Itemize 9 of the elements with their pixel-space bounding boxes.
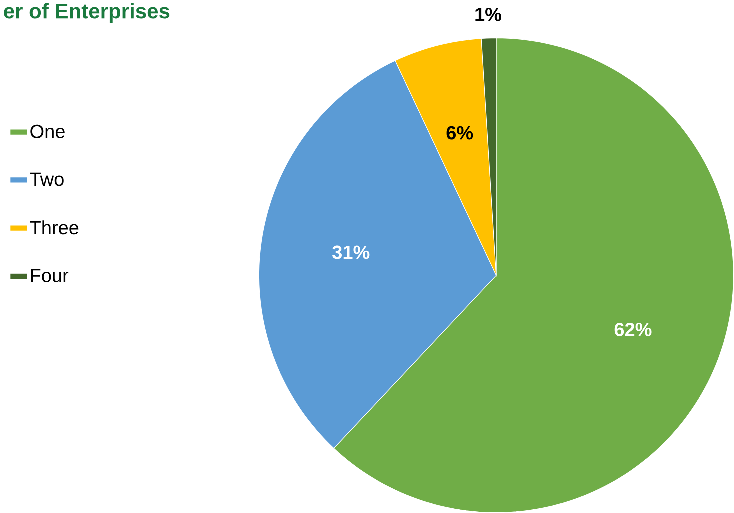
legend-label: Four: [31, 269, 69, 282]
legend-label: One: [30, 124, 65, 138]
legend-label: Two: [30, 172, 64, 186]
data-label: 62%: [614, 322, 652, 336]
data-label: 31%: [332, 246, 370, 260]
data-label: 1%: [476, 8, 502, 22]
legend-label: Three: [30, 220, 79, 235]
chart-title: er of Enterprises: [4, 3, 170, 23]
data-label: 6%: [446, 126, 474, 140]
